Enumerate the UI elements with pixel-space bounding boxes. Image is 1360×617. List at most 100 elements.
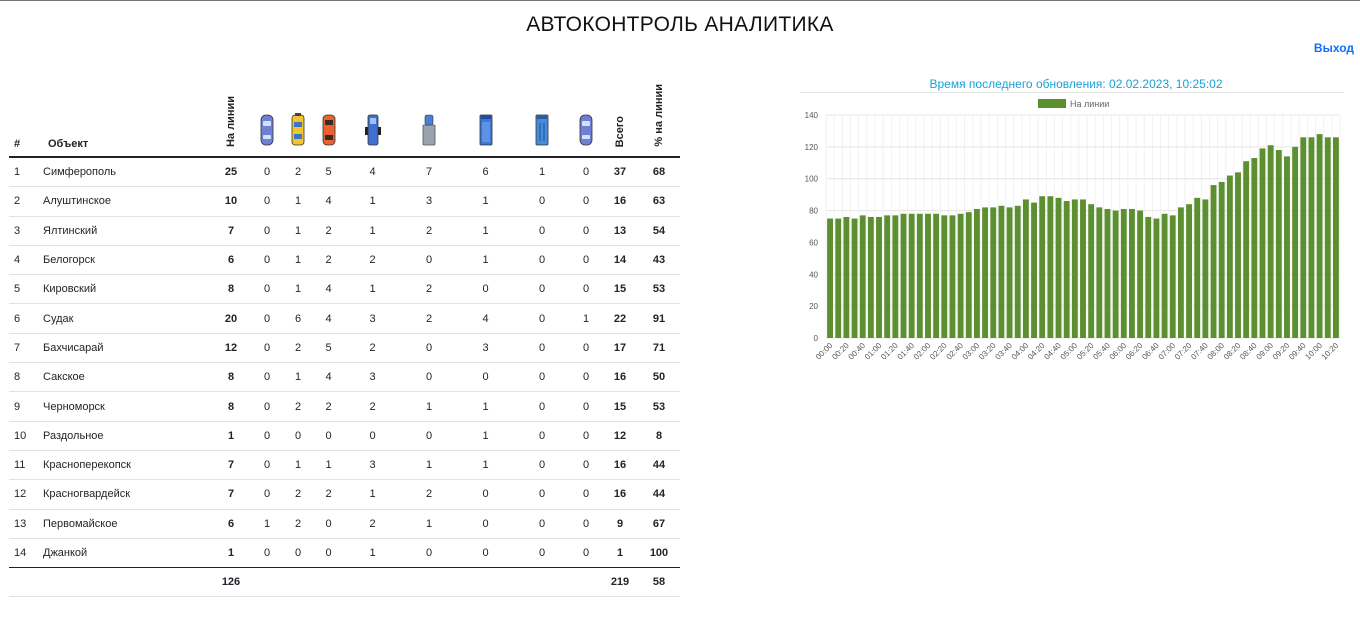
vehicle-type-count: 0: [570, 450, 602, 481]
vehicle-type-count: 1: [283, 450, 313, 481]
vehicle-type-count: 0: [457, 538, 514, 569]
vehicle-type-count: 0: [514, 538, 570, 569]
row-number: 1: [9, 157, 43, 188]
vehicle-type-count: 0: [251, 274, 283, 305]
chart-bar: [1120, 208, 1127, 338]
row-number: 9: [9, 391, 43, 422]
row-number: 4: [9, 245, 43, 276]
vehicle-type-count: 0: [514, 509, 570, 539]
vehicle-type-count: 2: [401, 479, 457, 510]
table-row[interactable]: 8 Сакское 8 0 1 4 3 0 0 0 0 16 50: [9, 362, 680, 393]
table-row[interactable]: 7 Бахчисарай 12 0 2 5 2 0 3 0 0 17 71: [9, 333, 680, 364]
total-count: 14: [602, 245, 638, 276]
table-row[interactable]: 5 Кировский 8 0 1 4 1 2 0 0 0 15 53: [9, 274, 680, 305]
object-name: Первомайское: [43, 509, 211, 539]
on-line-percent: 63: [638, 186, 680, 217]
vehicle-type-count: 3: [344, 303, 401, 334]
vehicle-type-count: 0: [570, 245, 602, 276]
vehicle-type-count: 0: [514, 186, 570, 217]
chart-bar: [1267, 145, 1274, 338]
chart-bar: [851, 218, 858, 338]
table-row[interactable]: 4 Белогорск 6 0 1 2 2 0 1 0 0 14 43: [9, 245, 680, 276]
on-line-count: 20: [211, 303, 251, 334]
chart-bar: [827, 218, 834, 338]
vehicle-type-count: 0: [457, 274, 514, 305]
row-number: 7: [9, 333, 43, 364]
chart-bar: [1080, 199, 1086, 338]
vehicle-type-count: 1: [401, 391, 457, 422]
chart-bar: [1022, 199, 1029, 338]
on-line-percent: 43: [638, 245, 680, 276]
x-tick-label: 05:20: [1075, 341, 1096, 362]
logout-link[interactable]: Выход: [1313, 41, 1354, 55]
table-row[interactable]: 10 Раздольное 1 0 0 0 0 0 1 0 0 12 8: [9, 421, 680, 451]
vehicle-type-count: 0: [570, 216, 602, 246]
vehicle-type-count: 3: [344, 362, 401, 393]
vehicle-type-count: 5: [313, 157, 344, 188]
car-red-icon: [313, 75, 344, 158]
vehicle-type-count: 4: [313, 186, 344, 217]
chart-bar: [1251, 158, 1258, 338]
vehicle-type-count: 0: [251, 186, 283, 217]
table-row[interactable]: 2 Алуштинское 10 0 1 4 1 3 1 0 0 16 63: [9, 186, 680, 217]
vehicle-type-count: 0: [514, 245, 570, 276]
chart-bar: [1292, 146, 1299, 338]
vehicle-type-count: 0: [514, 421, 570, 451]
table-row[interactable]: 3 Ялтинский 7 0 1 2 1 2 1 0 0 13 54: [9, 216, 680, 246]
object-name: Раздольное: [43, 421, 211, 451]
on-line-count: 8: [211, 391, 251, 422]
on-line-count: 25: [211, 157, 251, 188]
taxi-yellow-icon: [283, 75, 313, 158]
table-row[interactable]: 11 Красноперекопск 7 0 1 1 3 1 1 0 0 16 44: [9, 450, 680, 481]
chart-bar: [965, 212, 972, 338]
object-name: Судак: [43, 303, 211, 334]
car-blue-2-icon: [570, 75, 602, 158]
on-line-percent: 91: [638, 303, 680, 334]
x-tick-label: 01:20: [879, 341, 900, 362]
table-row[interactable]: 13 Первомайское 6 1 2 0 2 1 0 0 0 9 67: [9, 509, 680, 539]
chart-bar: [884, 215, 891, 338]
truck-blue-icon: [344, 75, 401, 158]
vehicle-type-count: 0: [514, 303, 570, 334]
total-count: 37: [602, 157, 638, 188]
table-row[interactable]: 12 Красногвардейск 7 0 2 2 1 2 0 0 0 16 44: [9, 479, 680, 510]
on-line-percent: 53: [638, 274, 680, 305]
x-tick-label: 07:20: [1173, 341, 1194, 362]
vehicle-type-count: 2: [344, 333, 401, 364]
y-tick-label: 0: [814, 334, 819, 343]
vehicle-type-count: 0: [514, 216, 570, 246]
vehicle-type-count: 1: [401, 450, 457, 481]
vehicle-type-count: 0: [251, 216, 283, 246]
x-tick-label: 02:40: [945, 341, 966, 362]
tanker-gray-icon: [401, 75, 457, 158]
on-line-count: 1: [211, 421, 251, 451]
x-tick-label: 01:00: [863, 341, 884, 362]
table-row[interactable]: 14 Джанкой 1 0 0 0 1 0 0 0 0 1 100: [9, 538, 680, 569]
on-line-percent: 53: [638, 391, 680, 422]
table-header-row: # Объект На линии Всего% на линии: [9, 75, 680, 158]
chart-bar: [859, 215, 866, 338]
vehicle-type-count: 1: [344, 538, 401, 569]
chart-bar: [1186, 204, 1193, 338]
vehicle-type-count: 0: [251, 245, 283, 276]
chart-bar: [982, 207, 989, 338]
vehicle-type-count: 2: [313, 391, 344, 422]
vehicle-type-count: 4: [344, 157, 401, 188]
table-row[interactable]: 1 Симферополь 25 0 2 5 4 7 6 1 0 37 68: [9, 157, 680, 188]
chart-bar: [1177, 207, 1184, 338]
vehicle-type-count: 0: [514, 450, 570, 481]
objects-table: # Объект На линии Всего% на линии 1 Симфе…: [9, 75, 680, 598]
total-on-line: 126: [211, 567, 251, 598]
x-tick-label: 04:00: [1010, 341, 1031, 362]
vehicle-type-count: 2: [283, 157, 313, 188]
table-row[interactable]: 9 Черноморск 8 0 2 2 2 1 1 0 0 15 53: [9, 391, 680, 422]
row-number: 3: [9, 216, 43, 246]
chart-bar: [1218, 181, 1225, 338]
x-tick-label: 03:00: [961, 341, 982, 362]
table-row[interactable]: 6 Судак 20 0 6 4 3 2 4 0 1 22 91: [9, 303, 680, 334]
vehicle-type-count: 1: [457, 245, 514, 276]
vehicle-type-count: 0: [251, 479, 283, 510]
chart-bar: [843, 216, 850, 338]
vehicle-type-count: 3: [457, 333, 514, 364]
car-blue-icon: [251, 75, 283, 158]
